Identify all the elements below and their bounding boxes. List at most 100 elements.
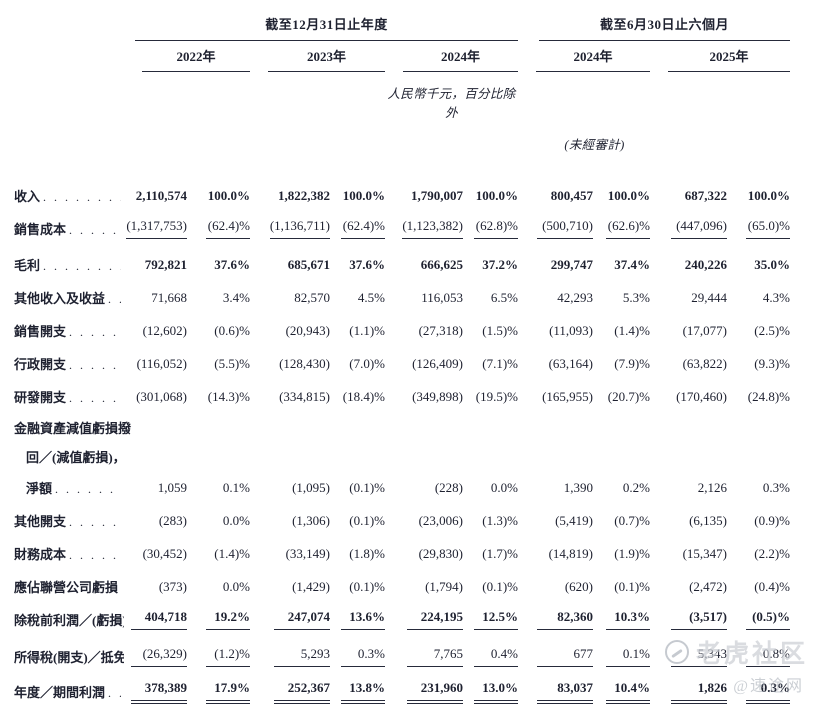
cell-value: 37.6%	[349, 256, 385, 272]
percent-cell: (62.8)%	[463, 218, 518, 239]
cell-value: 19.2%	[206, 609, 250, 630]
amount-cell: (373)	[124, 579, 187, 595]
amount-cell: 82,570	[250, 290, 330, 306]
cell-value: (1.9)%	[614, 545, 650, 561]
percent-cell: 37.6%	[330, 257, 385, 273]
percent-cell: (0.7)%	[593, 513, 650, 529]
cell-value: (1.2)%	[206, 646, 250, 667]
amount-cell: (63,164)	[518, 356, 593, 372]
dot-leader: . . . . . . . . . . . . . . . . . . . . …	[55, 482, 121, 496]
row-label-text: 年度／期間利潤	[14, 685, 106, 700]
percent-cell: (7.0)%	[330, 356, 385, 372]
cell-value: (0.5)%	[746, 609, 790, 630]
cell-value: (116,052)	[136, 355, 187, 371]
cell-value: 800,457	[550, 187, 593, 203]
cell-value: 83,037	[537, 680, 593, 704]
column-header-2024-interim: 2024年	[518, 42, 650, 72]
row-label: 收入. . . . . . . . . . . . . . . . . . . …	[14, 186, 124, 205]
cell-value: (63,822)	[682, 355, 727, 371]
percent-cell: 100.0%	[187, 188, 250, 204]
cell-value: (27,318)	[418, 322, 463, 338]
cell-value: (1,306)	[292, 512, 330, 528]
amount-cell: (2,472)	[650, 579, 727, 595]
cell-value: (9.3)%	[754, 355, 790, 371]
amount-cell: (14,819)	[518, 546, 593, 562]
percent-cell: (1.7)%	[463, 546, 518, 562]
amount-cell: (1,794)	[385, 579, 463, 595]
amount-cell: 5,343	[650, 646, 727, 667]
table-row: 其他收入及收益. . . . . . . . . . . . . . . . .…	[14, 281, 814, 314]
cell-value: (33,149)	[285, 545, 330, 561]
cell-value: 1,822,382	[278, 187, 330, 203]
percent-cell: (1.1)%	[330, 323, 385, 339]
currency-unit-note: 人民幣千元，百分比除外	[387, 87, 516, 120]
cell-value: (228)	[434, 479, 463, 495]
table-row: 除稅前利潤／(虧損). . . . . . . . . . . . . . . …	[14, 603, 814, 636]
row-label-text: 淨額	[26, 481, 53, 496]
row-label: 財務成本. . . . . . . . . . . . . . . . . . …	[14, 544, 124, 563]
cell-value: (0.4)%	[754, 578, 790, 594]
cell-value: 35.0%	[754, 256, 790, 272]
amount-cell: 29,444	[650, 290, 727, 306]
column-header-2025-interim: 2025年	[650, 42, 790, 72]
dot-leader: . . . . . . . . . . . . . . . . . . . . …	[69, 223, 121, 237]
cell-value: 247,074	[274, 609, 330, 630]
cell-value: (7.0)%	[349, 355, 385, 371]
amount-cell: (170,460)	[650, 389, 727, 405]
percent-cell: (62.6)%	[593, 218, 650, 239]
cell-value: 299,747	[550, 256, 593, 272]
table-row: 年度／期間利潤. . . . . . . . . . . . . . . . .…	[14, 675, 814, 708]
percent-cell: 13.0%	[463, 680, 518, 704]
cell-value: 685,671	[287, 256, 330, 272]
percent-cell: 100.0%	[330, 188, 385, 204]
amount-cell: (30,452)	[124, 546, 187, 562]
cell-value: (19.5)%	[475, 388, 518, 404]
cell-value: 100.0%	[475, 187, 518, 203]
cell-value: (0.1)%	[482, 578, 518, 594]
cell-value: (20,943)	[285, 322, 330, 338]
amount-cell: 685,671	[250, 257, 330, 273]
cell-value: (11,093)	[549, 322, 593, 338]
cell-value: 0.3%	[762, 479, 790, 495]
unit-note-row: 人民幣千元，百分比除外	[14, 72, 814, 121]
amount-cell: (26,329)	[124, 646, 187, 667]
dot-leader: . . . . . . . . . . . . . . . . . . . . …	[43, 259, 121, 273]
percent-cell: (62.4)%	[187, 218, 250, 239]
cell-value: (17,077)	[682, 322, 727, 338]
percent-cell: 19.2%	[187, 609, 250, 630]
cell-value: (1,794)	[425, 578, 463, 594]
cell-value: (1,136,711)	[269, 218, 330, 239]
cell-value: (128,430)	[279, 355, 330, 371]
amount-cell: (29,830)	[385, 546, 463, 562]
period-group-row: 截至12月31日止年度 截至6月30日止六個月	[14, 14, 814, 41]
amount-cell: (5,419)	[518, 513, 593, 529]
amount-cell: 299,747	[518, 257, 593, 273]
percent-cell: 5.3%	[593, 290, 650, 306]
cell-value: 0.0%	[490, 479, 518, 495]
amount-cell: (17,077)	[650, 323, 727, 339]
amount-cell: (165,955)	[518, 389, 593, 405]
column-header-2022: 2022年	[124, 42, 250, 72]
cell-value: (447,096)	[671, 218, 727, 239]
amount-cell: 83,037	[518, 680, 593, 704]
amount-cell: (116,052)	[124, 356, 187, 372]
cell-value: 252,367	[274, 680, 330, 704]
cell-value: 0.4%	[474, 646, 518, 667]
cell-value: (0.7)%	[614, 512, 650, 528]
cell-value: (170,460)	[676, 388, 727, 404]
row-label-text: 應佔聯營公司虧損	[14, 580, 119, 595]
cell-value: 0.8%	[746, 646, 790, 667]
amount-cell: 792,821	[124, 257, 187, 273]
row-label-line: 金融資產減值虧損撥	[14, 421, 132, 436]
row-label: 應佔聯營公司虧損. . . . . . . . . . . . . . . . …	[14, 577, 124, 596]
cell-value: (29,830)	[418, 545, 463, 561]
amount-cell: (1,136,711)	[250, 218, 330, 239]
amount-cell: 240,226	[650, 257, 727, 273]
cell-value: (1,095)	[292, 479, 330, 495]
percent-cell: (19.5)%	[463, 389, 518, 405]
cell-value: (1.4)%	[214, 545, 250, 561]
cell-value: (62.4)%	[341, 218, 385, 239]
amount-cell: 224,195	[385, 609, 463, 630]
row-label: 其他收入及收益. . . . . . . . . . . . . . . . .…	[14, 288, 124, 307]
